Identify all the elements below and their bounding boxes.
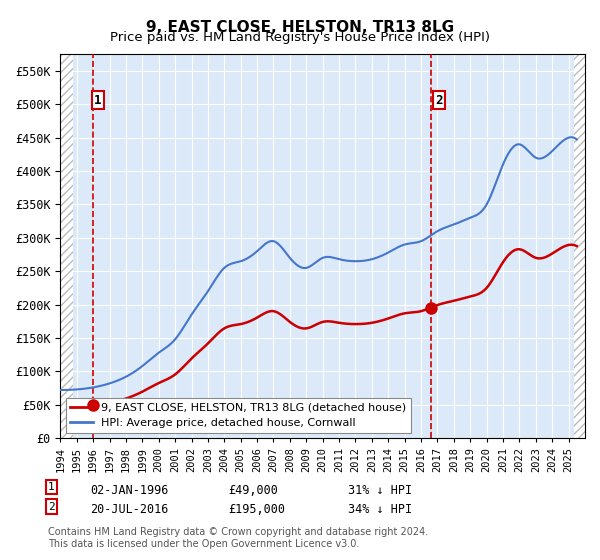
Text: 1: 1 [94,94,102,107]
Text: 31% ↓ HPI: 31% ↓ HPI [348,483,412,497]
Bar [61,54,73,438]
Text: 02-JAN-1996: 02-JAN-1996 [90,483,169,497]
Bar [61,54,73,438]
Legend: 9, EAST CLOSE, HELSTON, TR13 8LG (detached house), HPI: Average price, detached : 9, EAST CLOSE, HELSTON, TR13 8LG (detach… [66,398,411,433]
Text: Contains HM Land Registry data © Crown copyright and database right 2024.
This d: Contains HM Land Registry data © Crown c… [48,527,428,549]
Text: 2: 2 [435,94,443,107]
Text: 20-JUL-2016: 20-JUL-2016 [90,503,169,516]
Text: 34% ↓ HPI: 34% ↓ HPI [348,503,412,516]
Text: 9, EAST CLOSE, HELSTON, TR13 8LG: 9, EAST CLOSE, HELSTON, TR13 8LG [146,20,454,35]
Text: Price paid vs. HM Land Registry's House Price Index (HPI): Price paid vs. HM Land Registry's House … [110,31,490,44]
Text: £195,000: £195,000 [228,503,285,516]
Text: 2: 2 [48,502,55,512]
Bar [574,54,585,438]
Text: £49,000: £49,000 [228,483,278,497]
Text: 1: 1 [48,482,55,492]
